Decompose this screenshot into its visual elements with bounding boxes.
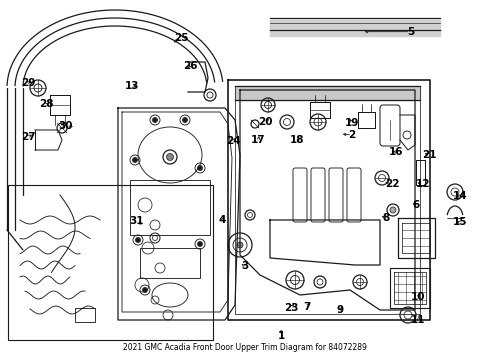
Bar: [8, 185, 213, 340]
Text: 8: 8: [382, 213, 389, 223]
Text: 20: 20: [258, 117, 272, 127]
Text: 10: 10: [410, 292, 425, 302]
Text: 30: 30: [59, 121, 73, 131]
Text: 17: 17: [250, 135, 265, 145]
Text: 28: 28: [39, 99, 54, 109]
Text: 21: 21: [421, 150, 436, 160]
Circle shape: [142, 288, 147, 292]
Text: 11: 11: [410, 315, 425, 325]
Circle shape: [389, 207, 395, 213]
Circle shape: [132, 158, 137, 162]
Text: 31: 31: [129, 216, 144, 226]
Bar: [75, 308, 95, 322]
Text: 15: 15: [451, 217, 466, 228]
Text: 3: 3: [241, 261, 247, 271]
Circle shape: [197, 242, 202, 247]
Text: 25: 25: [173, 33, 188, 43]
Circle shape: [152, 117, 157, 122]
Text: 2021 GMC Acadia Front Door Upper Trim Diagram for 84072289: 2021 GMC Acadia Front Door Upper Trim Di…: [122, 343, 366, 352]
Text: 4: 4: [218, 215, 226, 225]
Text: 1: 1: [277, 330, 284, 341]
Text: 13: 13: [124, 81, 139, 91]
Text: 18: 18: [289, 135, 304, 145]
Text: 5: 5: [407, 27, 413, 37]
Text: 9: 9: [336, 305, 343, 315]
Bar: [140, 248, 200, 278]
Circle shape: [166, 153, 173, 161]
Text: 24: 24: [226, 136, 241, 147]
Text: 23: 23: [283, 303, 298, 313]
Text: 6: 6: [411, 200, 418, 210]
Text: 16: 16: [388, 147, 403, 157]
Text: 29: 29: [21, 78, 36, 88]
Circle shape: [182, 117, 187, 122]
Circle shape: [135, 238, 140, 243]
Circle shape: [197, 166, 202, 171]
Text: 7: 7: [302, 302, 310, 312]
Text: 14: 14: [451, 191, 466, 201]
Text: 19: 19: [344, 118, 359, 128]
Text: 12: 12: [415, 179, 430, 189]
Bar: [130, 180, 209, 235]
Text: 26: 26: [183, 60, 198, 71]
Text: 2: 2: [348, 130, 355, 140]
Circle shape: [237, 242, 243, 248]
Text: 27: 27: [21, 132, 36, 142]
Text: 22: 22: [384, 179, 399, 189]
